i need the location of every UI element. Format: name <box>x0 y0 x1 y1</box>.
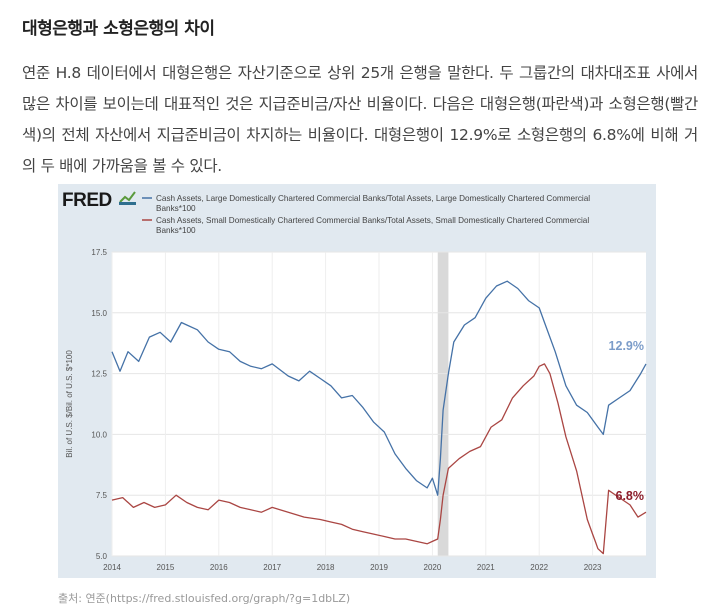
recession-band <box>437 252 449 556</box>
end-label-large-banks: 12.9% <box>609 339 644 353</box>
legend-large-banks: Cash Assets, Large Domestically Chartere… <box>156 194 590 213</box>
end-label-small-banks: 6.8% <box>616 489 645 503</box>
x-tick-label: 2020 <box>424 563 442 572</box>
series-line-large-banks <box>111 280 647 496</box>
fred-logo-graph-icon <box>119 191 136 203</box>
source-caption[interactable]: 출처: 연준(https://fred.stlouisfed.org/graph… <box>58 592 351 605</box>
y-axis-label: Bil. of U.S. $/Bil. of U.S. $*100 <box>65 350 74 458</box>
x-tick-label: 2016 <box>210 563 228 572</box>
fred-logo: FRED <box>62 190 112 211</box>
x-tick-label: 2021 <box>477 563 495 572</box>
x-tick-label: 2018 <box>317 563 335 572</box>
x-tick-label: 2017 <box>263 563 281 572</box>
y-tick-label: 7.5 <box>96 491 108 500</box>
y-tick-label: 5.0 <box>96 552 108 561</box>
article-title: 대형은행과 소형은행의 차이 <box>22 19 215 39</box>
x-tick-label: 2015 <box>157 563 175 572</box>
x-tick-label: 2014 <box>103 563 121 572</box>
legend-small-banks: Cash Assets, Small Domestically Chartere… <box>156 216 589 235</box>
y-tick-label: 17.5 <box>91 248 107 257</box>
fred-logo-base-icon <box>119 202 136 205</box>
x-tick-label: 2019 <box>370 563 388 572</box>
series-line-small-banks <box>111 363 647 555</box>
y-tick-label: 15.0 <box>91 309 107 318</box>
fred-chart: 5.0 7.5 10.0 12.5 15.0 17.5 2014 2015 2016 2017 20… <box>58 184 656 578</box>
y-tick-label: 10.0 <box>91 430 107 439</box>
article-paragraph: 연준 H.8 데이터에서 대형은행은 자산기준으로 상위 25개 은행을 말한다… <box>22 64 698 175</box>
x-tick-label: 2023 <box>584 563 602 572</box>
y-tick-label: 12.5 <box>91 370 107 379</box>
chart-svg: 5.0 7.5 10.0 12.5 15.0 17.5 2014 2015 2016 2017 20… <box>62 190 647 572</box>
x-tick-label: 2022 <box>530 563 548 572</box>
